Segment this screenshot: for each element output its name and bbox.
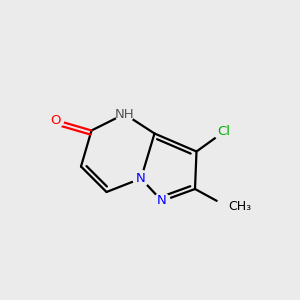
Text: CH₃: CH₃ [228,200,251,214]
Circle shape [116,105,134,123]
Circle shape [47,112,64,128]
Circle shape [217,196,239,218]
Text: NH: NH [115,107,134,121]
Text: N: N [136,172,146,185]
Text: Cl: Cl [217,125,230,139]
Circle shape [214,123,232,141]
Circle shape [133,170,149,187]
Text: O: O [50,113,61,127]
Text: N: N [157,194,167,208]
Circle shape [154,193,170,209]
